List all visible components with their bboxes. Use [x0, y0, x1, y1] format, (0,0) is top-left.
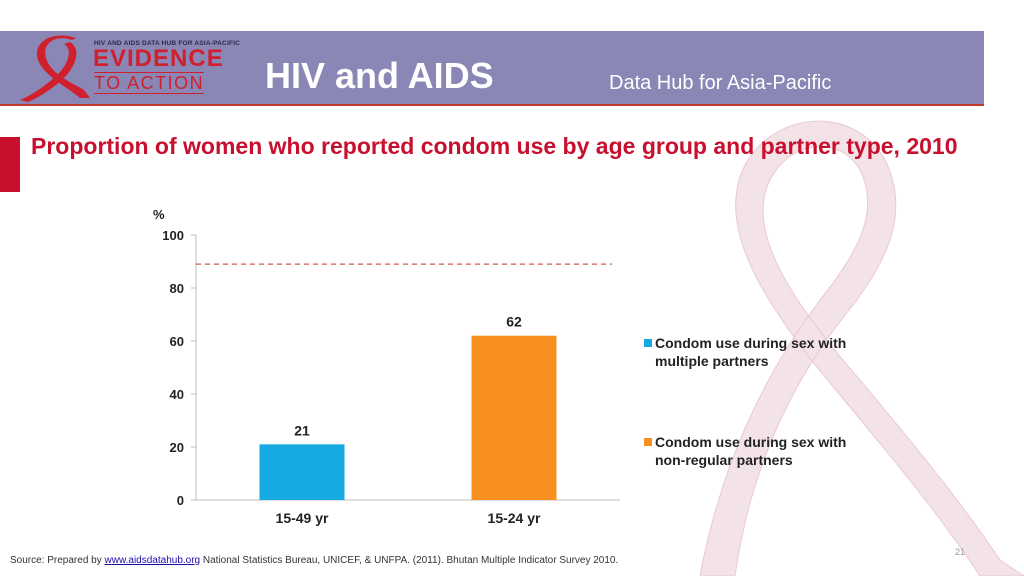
logo-evidence-text: EVIDENCE: [93, 45, 224, 72]
bar: [471, 335, 557, 500]
y-tick-label: 0: [177, 493, 184, 508]
legend-label: Condom use during sex with non-regular p…: [655, 434, 847, 468]
bar-data-label: 62: [506, 314, 522, 330]
header-divider: [0, 104, 984, 106]
legend-swatch-blue: [644, 339, 652, 347]
y-tick-label: 100: [162, 228, 184, 243]
source-note: Source: Prepared by www.aidsdatahub.org …: [10, 555, 618, 566]
legend-label: Condom use during sex with multiple part…: [655, 335, 847, 369]
header-title: HIV and AIDS: [265, 55, 494, 96]
source-prefix: Source: Prepared by: [10, 555, 105, 566]
y-tick-label: 60: [170, 334, 184, 349]
logo-to-action-text: TO ACTION: [94, 72, 205, 94]
bar: [259, 444, 345, 500]
header-bar: [0, 31, 984, 105]
slide-title: Proportion of women who reported condom …: [31, 133, 958, 159]
source-suffix: National Statistics Bureau, UNICEF, & UN…: [200, 555, 619, 566]
y-tick-label: 20: [170, 440, 184, 455]
title-accent-bar: [0, 137, 20, 192]
y-tick-label: 40: [170, 387, 184, 402]
x-category-label: 15-24 yr: [488, 510, 541, 526]
red-ribbon-logo-icon: [20, 35, 90, 102]
y-axis-label: %: [153, 207, 165, 222]
y-tick-label: 80: [170, 281, 184, 296]
page-number: 21: [955, 547, 966, 557]
bar-data-label: 21: [294, 422, 310, 438]
x-category-label: 15-49 yr: [276, 510, 329, 526]
source-link[interactable]: www.aidsdatahub.org: [104, 555, 201, 566]
header-subtitle: Data Hub for Asia-Pacific: [609, 72, 832, 94]
logo-top-text: HIV AND AIDS DATA HUB FOR ASIA-PACIFIC: [94, 40, 241, 47]
legend-swatch-orange: [644, 438, 652, 446]
